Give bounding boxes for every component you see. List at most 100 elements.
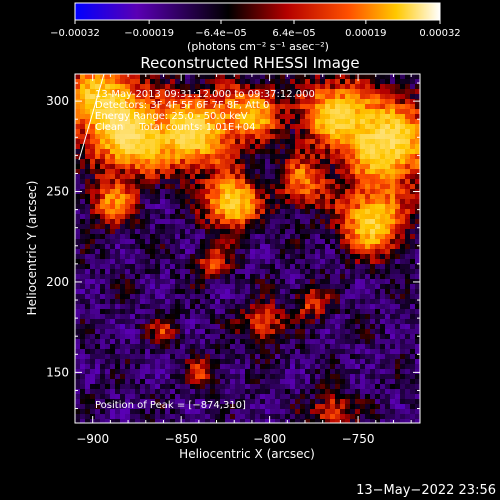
heat-cell [255, 404, 260, 409]
heat-cell [120, 419, 125, 423]
heat-cell [325, 274, 330, 279]
heat-cell [175, 109, 180, 114]
heat-cell [245, 274, 250, 279]
heat-cell [300, 394, 305, 399]
heat-cell [95, 324, 100, 329]
heat-cell [350, 219, 355, 224]
heat-cell [240, 159, 245, 164]
heat-cell [130, 194, 135, 199]
heat-cell [310, 359, 315, 364]
heat-cell [95, 189, 100, 194]
heat-cell [410, 379, 415, 384]
heat-cell [395, 329, 400, 334]
heat-cell [125, 174, 130, 179]
heat-cell [200, 174, 205, 179]
heat-cell [315, 89, 320, 94]
heat-cell [415, 104, 420, 109]
heat-cell [100, 179, 105, 184]
heat-cell [175, 414, 180, 419]
heat-cell [300, 204, 305, 209]
heat-cell [285, 119, 290, 124]
heat-cell [200, 419, 205, 423]
heat-cell [80, 89, 85, 94]
heat-cell [80, 214, 85, 219]
heat-cell [260, 224, 265, 229]
heat-cell [195, 374, 200, 379]
heat-cell [260, 204, 265, 209]
heat-cell [250, 384, 255, 389]
heat-cell [95, 349, 100, 354]
heat-cell [265, 254, 270, 259]
heat-cell [225, 174, 230, 179]
heat-cell [165, 109, 170, 114]
heat-cell [80, 319, 85, 324]
heat-cell [395, 99, 400, 104]
heat-cell [315, 384, 320, 389]
heat-cell [105, 99, 110, 104]
heat-cell [380, 89, 385, 94]
heat-cell [350, 144, 355, 149]
heat-cell [225, 339, 230, 344]
heat-cell [300, 124, 305, 129]
heat-cell [280, 114, 285, 119]
heat-cell [270, 114, 275, 119]
heat-cell [255, 264, 260, 269]
heat-cell [100, 149, 105, 154]
heat-cell [285, 399, 290, 404]
heat-cell [130, 379, 135, 384]
heat-cell [345, 259, 350, 264]
heat-cell [405, 179, 410, 184]
heat-cell [245, 384, 250, 389]
heat-cell [375, 354, 380, 359]
heat-cell [320, 269, 325, 274]
heat-cell [90, 189, 95, 194]
heat-cell [205, 309, 210, 314]
heat-cell [410, 349, 415, 354]
heat-cell [270, 369, 275, 374]
heat-cell [105, 139, 110, 144]
heat-cell [285, 249, 290, 254]
heat-cell [380, 214, 385, 219]
heat-cell [300, 414, 305, 419]
heat-cell [350, 249, 355, 254]
heat-cell [255, 309, 260, 314]
heat-cell [210, 394, 215, 399]
heat-cell [400, 299, 405, 304]
heat-cell [410, 124, 415, 129]
heat-cell [345, 74, 350, 79]
heat-cell [310, 149, 315, 154]
heat-cell [415, 399, 420, 404]
heat-cell [340, 269, 345, 274]
heat-cell [310, 184, 315, 189]
heat-cell [275, 239, 280, 244]
heat-cell [195, 399, 200, 404]
heat-cell [80, 349, 85, 354]
heat-cell [75, 419, 80, 423]
heat-cell [335, 419, 340, 423]
heat-cell [260, 404, 265, 409]
heat-cell [335, 349, 340, 354]
heat-cell [125, 124, 130, 129]
heat-cell [160, 99, 165, 104]
heat-cell [340, 314, 345, 319]
heat-cell [95, 214, 100, 219]
heat-cell [330, 99, 335, 104]
heat-cell [330, 339, 335, 344]
heat-cell [90, 244, 95, 249]
heat-cell [370, 224, 375, 229]
heat-cell [330, 89, 335, 94]
heat-cell [175, 279, 180, 284]
heat-cell [215, 414, 220, 419]
heat-cell [125, 144, 130, 149]
heat-cell [100, 409, 105, 414]
heat-cell [105, 239, 110, 244]
heat-cell [90, 354, 95, 359]
heat-cell [175, 139, 180, 144]
heat-cell [400, 294, 405, 299]
heat-cell [80, 334, 85, 339]
heat-cell [135, 249, 140, 254]
heat-cell [135, 314, 140, 319]
heat-cell [330, 179, 335, 184]
heat-cell [100, 169, 105, 174]
heat-cell [145, 84, 150, 89]
